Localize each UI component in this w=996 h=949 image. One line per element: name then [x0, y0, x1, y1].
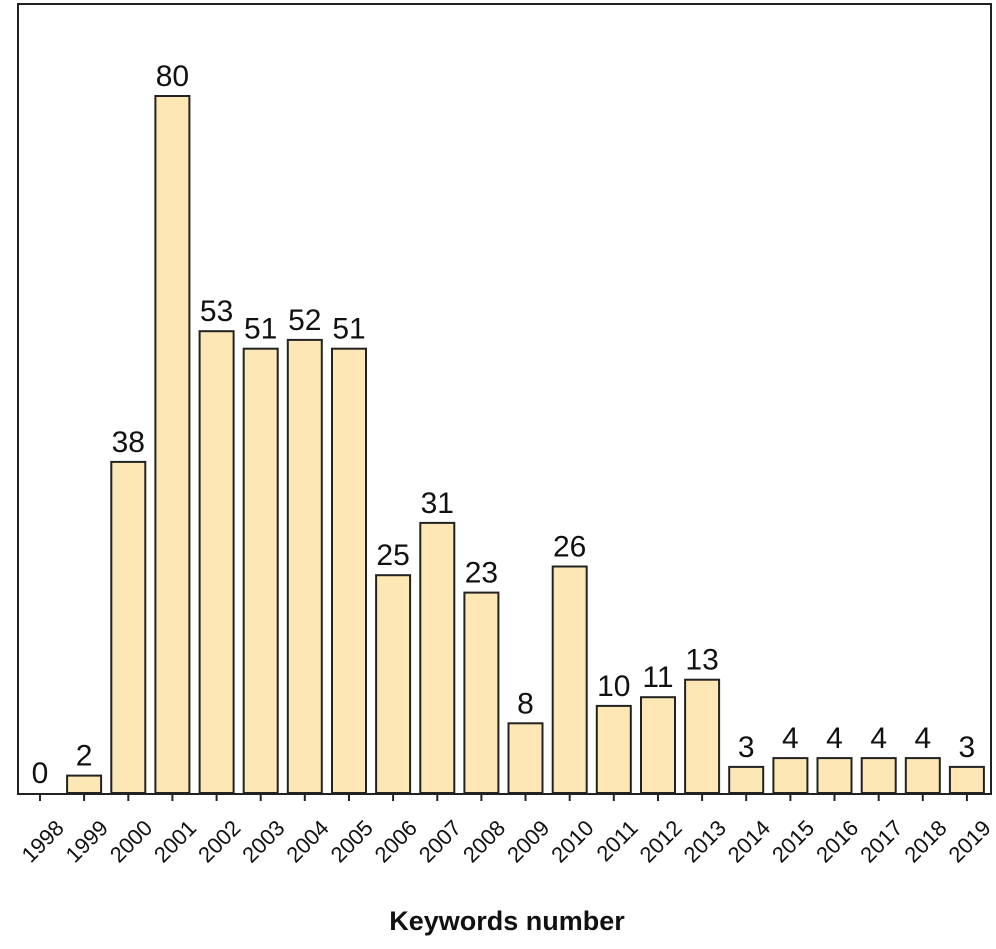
x-tick-label-2014: 2014 — [723, 815, 775, 867]
value-label-2010: 26 — [553, 531, 586, 564]
bar-2009 — [507, 722, 544, 794]
value-label-2005: 51 — [332, 313, 365, 346]
x-tick-label-2013: 2013 — [679, 815, 731, 867]
x-tick-label-2012: 2012 — [635, 815, 687, 867]
value-label-2018: 4 — [914, 722, 931, 755]
bar-2010 — [551, 565, 588, 794]
bar-2016 — [816, 757, 853, 794]
x-tick-label-2003: 2003 — [237, 815, 289, 867]
bar-2008 — [463, 591, 500, 794]
bar-2019 — [948, 765, 985, 795]
x-tick-label-2006: 2006 — [370, 815, 422, 867]
x-tick-label-2011: 2011 — [592, 815, 643, 866]
x-axis-title: Keywords number — [389, 906, 625, 936]
x-tick-label-2019: 2019 — [943, 815, 995, 867]
value-label-1999: 2 — [76, 740, 93, 773]
bar-2017 — [860, 757, 897, 794]
value-label-2001: 80 — [156, 60, 189, 93]
value-label-2003: 51 — [244, 313, 277, 346]
bar-2013 — [684, 678, 721, 795]
x-tick-label-2000: 2000 — [105, 815, 157, 867]
bar-2015 — [772, 757, 809, 794]
value-label-1998: 0 — [32, 757, 49, 790]
value-label-2014: 3 — [738, 731, 755, 764]
value-label-2007: 31 — [421, 487, 454, 520]
bars-group — [66, 95, 985, 795]
bar-2007 — [419, 521, 456, 795]
value-label-2000: 38 — [112, 426, 145, 459]
bar-2003 — [242, 347, 279, 794]
x-ticks-group — [39, 793, 968, 801]
bar-2002 — [198, 330, 235, 794]
x-tick-label-2016: 2016 — [811, 815, 863, 867]
x-tick-label-2008: 2008 — [458, 815, 510, 867]
value-label-2017: 4 — [870, 722, 887, 755]
bar-2004 — [286, 338, 323, 794]
x-tick-label-2018: 2018 — [899, 815, 951, 867]
value-label-2013: 13 — [685, 644, 718, 677]
value-label-2009: 8 — [517, 687, 534, 720]
x-tick-label-2009: 2009 — [502, 815, 554, 867]
x-tick-label-2015: 2015 — [767, 815, 819, 867]
x-tick-label-2010: 2010 — [546, 815, 598, 867]
bar-2014 — [728, 765, 765, 795]
x-tick-label-1999: 1999 — [61, 815, 113, 867]
x-tick-label-2007: 2007 — [414, 815, 466, 867]
x-tick-label-2004: 2004 — [281, 815, 333, 867]
bar-2011 — [595, 704, 632, 795]
bar-2012 — [640, 696, 676, 795]
bar-2005 — [331, 347, 367, 794]
bar-2006 — [375, 574, 412, 795]
value-label-2015: 4 — [782, 722, 799, 755]
value-label-2019: 3 — [959, 731, 976, 764]
x-tick-labels-group: 1998199920002001200220032004200520062007… — [17, 815, 996, 867]
value-label-2012: 11 — [642, 661, 673, 694]
x-tick-label-2001: 2001 — [149, 815, 201, 867]
value-label-2002: 53 — [200, 295, 233, 328]
x-tick-label-2002: 2002 — [193, 815, 245, 867]
bar-1999 — [66, 774, 103, 794]
value-label-2016: 4 — [826, 722, 843, 755]
bar-2018 — [904, 757, 941, 794]
x-tick-label-2017: 2017 — [855, 815, 907, 867]
plot-frame — [17, 3, 992, 795]
value-label-2006: 25 — [376, 539, 409, 572]
value-label-2004: 52 — [288, 304, 321, 337]
x-tick-label-1998: 1998 — [17, 815, 69, 867]
bar-2000 — [110, 460, 147, 794]
bar-2001 — [154, 95, 191, 794]
value-label-2011: 10 — [597, 670, 630, 703]
value-label-2008: 23 — [465, 557, 498, 590]
x-tick-label-2005: 2005 — [326, 815, 378, 867]
